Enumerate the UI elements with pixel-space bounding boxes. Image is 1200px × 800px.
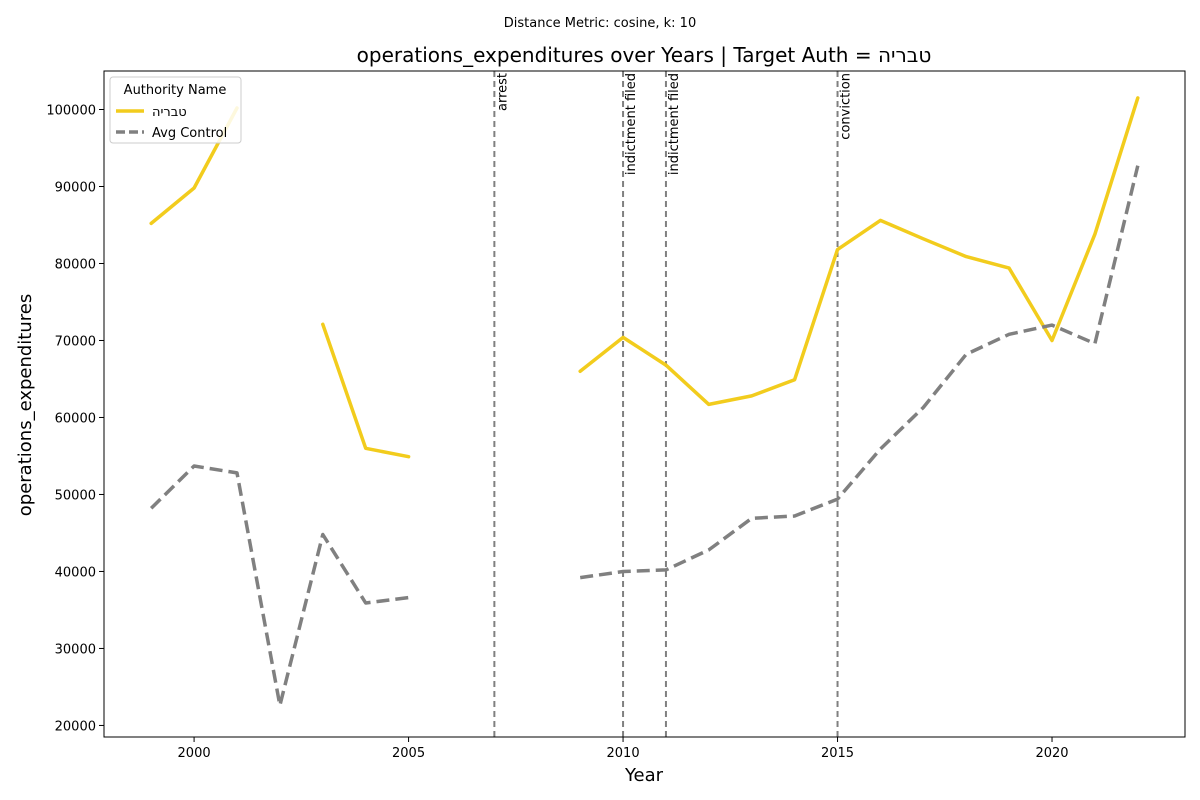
x-tick-label: 2005 bbox=[392, 746, 425, 761]
y-tick-label: 70000 bbox=[55, 334, 96, 349]
series-line-target bbox=[321, 322, 411, 459]
y-tick-label: 50000 bbox=[55, 488, 96, 503]
event-label: indictment filed bbox=[667, 73, 682, 175]
y-tick-label: 30000 bbox=[55, 642, 96, 657]
chart-title: operations_expenditures over Years | Tar… bbox=[357, 43, 932, 67]
event-label: arrest bbox=[495, 73, 510, 111]
y-tick-label: 100000 bbox=[46, 103, 96, 118]
x-axis-label: Year bbox=[624, 765, 664, 786]
legend-title: Authority Name bbox=[124, 83, 227, 98]
y-tick-label: 60000 bbox=[55, 411, 96, 426]
x-tick-label: 2010 bbox=[607, 746, 640, 761]
y-tick-label: 20000 bbox=[55, 719, 96, 734]
legend-label-target: טבריה bbox=[152, 105, 187, 120]
series-line-avg-control bbox=[149, 464, 409, 708]
y-tick-label: 40000 bbox=[55, 565, 96, 580]
chart-suptitle: Distance Metric: cosine, k: 10 bbox=[504, 16, 696, 31]
legend-label-avg-control: Avg Control bbox=[152, 126, 227, 141]
y-axis-label: operations_expenditures bbox=[15, 294, 36, 516]
x-tick-label: 2015 bbox=[821, 746, 854, 761]
event-label: indictment filed bbox=[624, 73, 639, 175]
y-tick-label: 80000 bbox=[55, 257, 96, 272]
event-label: conviction bbox=[839, 73, 854, 140]
x-tick-label: 2020 bbox=[1035, 746, 1068, 761]
y-tick-label: 90000 bbox=[55, 180, 96, 195]
x-tick-label: 2000 bbox=[178, 746, 211, 761]
plot-frame bbox=[103, 70, 1186, 738]
plot-area: arrest indictment filed indictment filed co… bbox=[46, 70, 1186, 761]
legend-box bbox=[109, 76, 242, 144]
series-line-avg-control bbox=[579, 165, 1140, 580]
series-line-target bbox=[578, 96, 1140, 407]
